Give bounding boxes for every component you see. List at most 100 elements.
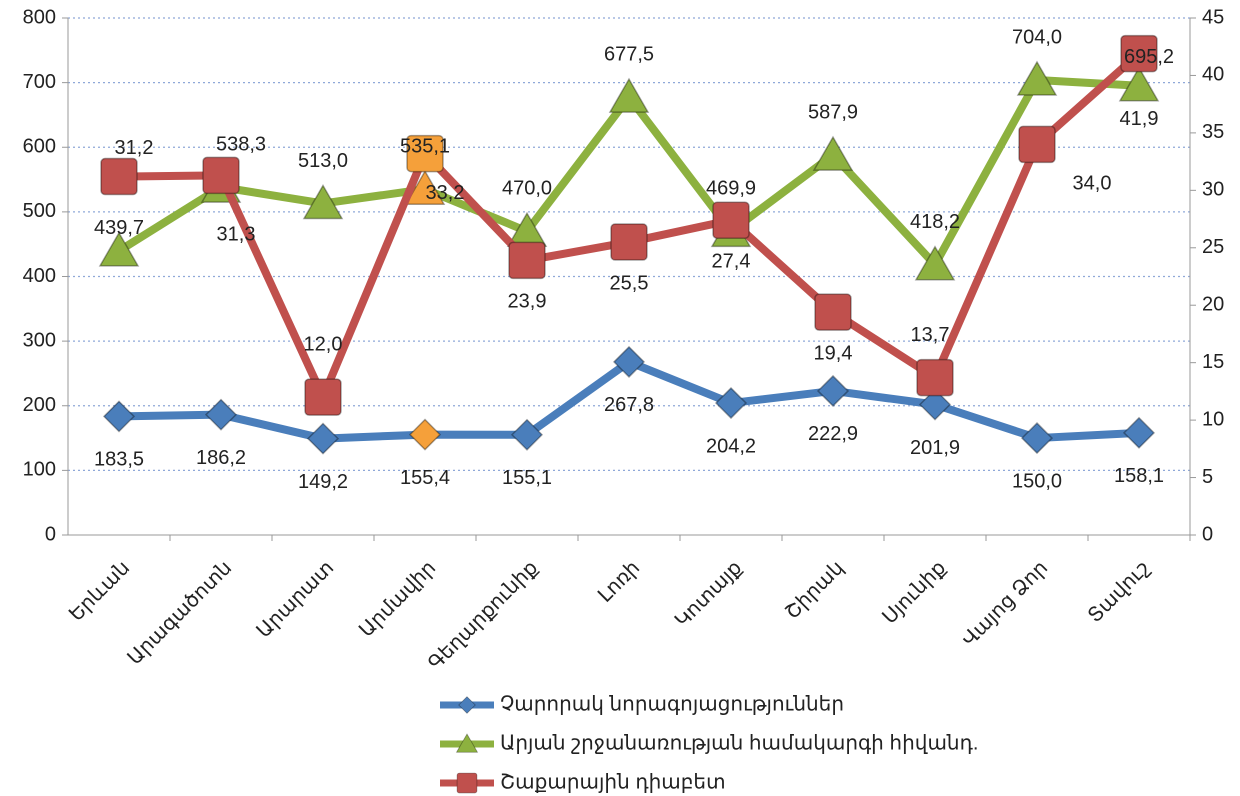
y-tick-label: 400 bbox=[23, 265, 56, 287]
x-tick-label: Արարատ bbox=[253, 557, 339, 643]
data-label: 267,8 bbox=[604, 394, 654, 416]
y2-tick-label: 35 bbox=[1202, 121, 1224, 143]
x-tick-label: Լոռի bbox=[594, 557, 644, 607]
data-label: 695,2 bbox=[1124, 46, 1174, 68]
y-tick-label: 500 bbox=[23, 200, 56, 222]
data-point bbox=[918, 388, 952, 421]
x-tick-label: Արմավիր bbox=[355, 557, 440, 642]
data-point bbox=[302, 183, 344, 220]
y-tick-label: 100 bbox=[23, 459, 56, 481]
data-label: 587,9 bbox=[808, 101, 858, 123]
x-tick-label: Երևան bbox=[65, 557, 134, 626]
y2-tick-label: 25 bbox=[1202, 236, 1224, 258]
data-point bbox=[1020, 422, 1054, 455]
data-label: 34,0 bbox=[1073, 173, 1112, 195]
data-point bbox=[612, 345, 646, 378]
data-label: 469,9 bbox=[706, 178, 756, 200]
data-label: 183,5 bbox=[94, 449, 144, 471]
y2-tick-label: 15 bbox=[1202, 351, 1224, 373]
data-label: 204,2 bbox=[706, 435, 756, 457]
data-label: 222,9 bbox=[808, 423, 858, 445]
data-point bbox=[914, 245, 956, 281]
y-tick-label: 600 bbox=[23, 136, 56, 158]
data-point bbox=[100, 157, 138, 196]
x-tick-label: Կոտայք bbox=[671, 557, 746, 632]
data-label: 12,0 bbox=[304, 333, 343, 355]
data-point bbox=[1118, 66, 1160, 102]
data-point bbox=[916, 358, 954, 397]
data-point bbox=[814, 293, 852, 331]
data-label: 155,1 bbox=[502, 467, 552, 489]
y2-tick-label: 0 bbox=[1202, 523, 1213, 545]
legend-marker bbox=[458, 696, 476, 714]
y2-tick-label: 20 bbox=[1202, 294, 1224, 316]
data-point bbox=[608, 77, 650, 113]
x-tick-label: Արագածոտն bbox=[124, 557, 237, 670]
y-tick-label: 800 bbox=[23, 6, 56, 28]
y-tick-label: 0 bbox=[45, 523, 56, 545]
data-label: 150,0 bbox=[1012, 470, 1062, 492]
data-label: 470,0 bbox=[502, 178, 552, 200]
data-label: 13,7 bbox=[911, 324, 950, 346]
data-label: 439,7 bbox=[94, 217, 144, 239]
data-label: 201,9 bbox=[910, 437, 960, 459]
x-tick-label: Գեղարքունիք bbox=[424, 557, 542, 675]
data-point bbox=[102, 400, 136, 433]
y2-tick-label: 30 bbox=[1202, 179, 1224, 201]
legend-marker bbox=[455, 733, 479, 753]
data-point bbox=[304, 378, 342, 416]
data-label: 704,0 bbox=[1012, 26, 1062, 48]
data-point bbox=[1120, 34, 1158, 73]
data-label: 513,0 bbox=[298, 150, 348, 172]
data-point bbox=[1016, 60, 1058, 96]
x-tick-label: Վայոց Ձոր bbox=[958, 557, 1052, 651]
y-tick-label: 300 bbox=[23, 329, 56, 351]
y-tick-label: 700 bbox=[23, 71, 56, 93]
data-point bbox=[98, 231, 140, 267]
data-label: 155,4 bbox=[400, 467, 450, 489]
x-tick-label: Շիրակ bbox=[781, 557, 848, 624]
data-point bbox=[508, 241, 546, 280]
data-point bbox=[406, 134, 444, 173]
y2-tick-label: 10 bbox=[1202, 408, 1224, 430]
data-point bbox=[816, 374, 850, 408]
legend-marker bbox=[456, 772, 478, 794]
data-label: 535,1 bbox=[400, 135, 450, 157]
data-point bbox=[408, 418, 442, 451]
data-label: 538,3 bbox=[216, 133, 266, 155]
data-point bbox=[1018, 125, 1056, 164]
x-tick-label: Սյունիք bbox=[878, 557, 950, 629]
data-point bbox=[306, 422, 340, 455]
x-tick-label: Տավուշ bbox=[1084, 557, 1154, 627]
y-tick-label: 200 bbox=[23, 394, 56, 416]
legend-label: Շաքարային դիաբետ bbox=[500, 771, 726, 793]
data-label: 418,2 bbox=[910, 211, 960, 233]
data-point bbox=[404, 169, 446, 205]
data-label: 33,2 bbox=[426, 182, 465, 204]
data-label: 31,3 bbox=[217, 224, 256, 246]
data-label: 25,5 bbox=[610, 272, 649, 294]
data-label: 27,4 bbox=[712, 250, 751, 272]
data-label: 186,2 bbox=[196, 447, 246, 469]
y2-tick-label: 40 bbox=[1202, 64, 1224, 86]
data-label: 149,2 bbox=[298, 471, 348, 493]
data-label: 23,9 bbox=[508, 291, 547, 313]
y2-tick-label: 5 bbox=[1202, 466, 1213, 488]
y2-tick-label: 45 bbox=[1202, 6, 1224, 28]
data-label: 41,9 bbox=[1120, 108, 1159, 130]
data-point bbox=[714, 386, 748, 420]
data-point bbox=[610, 223, 648, 261]
data-point bbox=[1122, 416, 1156, 449]
data-point bbox=[510, 418, 544, 451]
data-point bbox=[204, 398, 238, 431]
legend-label: Չարորակ նորագոյացություններ bbox=[500, 693, 844, 715]
data-point bbox=[712, 201, 750, 239]
data-label: 19,4 bbox=[814, 342, 853, 364]
data-point bbox=[202, 156, 240, 195]
data-label: 158,1 bbox=[1114, 465, 1164, 487]
data-label: 677,5 bbox=[604, 43, 654, 65]
data-point bbox=[812, 135, 854, 171]
data-label: 31,2 bbox=[115, 137, 154, 159]
legend-label: Արյան շրջանառության համակարգի հիվանդ. bbox=[500, 732, 978, 754]
